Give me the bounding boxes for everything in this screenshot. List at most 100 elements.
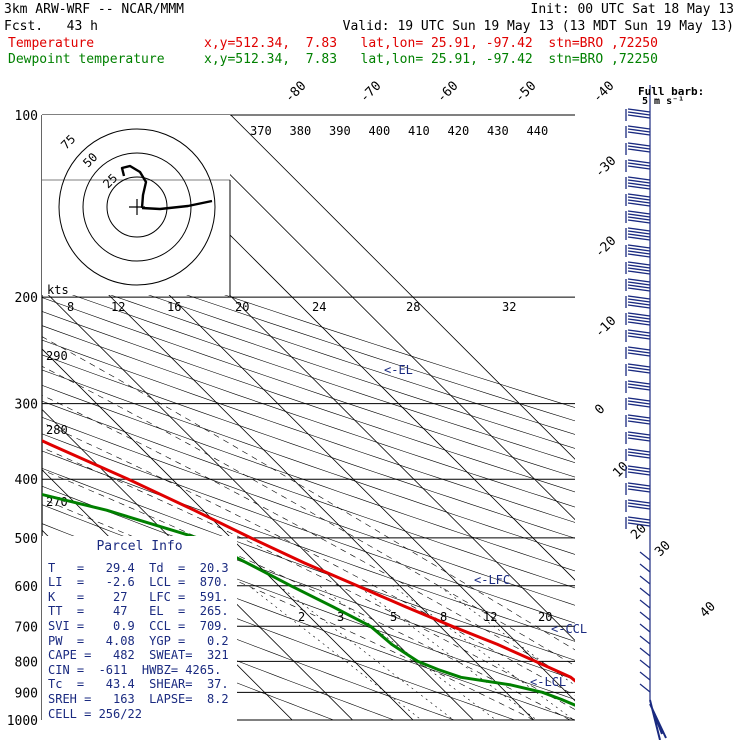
wind-barb-feather [627, 298, 651, 303]
mixing-ratio-label: 12 [483, 610, 497, 624]
parcel-info-row: PW = 4.08 YGP = 0.2 [48, 633, 229, 648]
wind-barb-feather [627, 451, 651, 456]
isotherm-label: -70 [357, 79, 384, 106]
isotherm-label: -50 [512, 79, 539, 106]
parcel-info-row: SVI = 0.9 CCL = 709. [48, 618, 229, 633]
wind-barb-feather [627, 519, 651, 524]
pressure-label: 100 [15, 109, 38, 124]
isotherm-label: -80 [282, 79, 309, 106]
parcel-info-row: CIN = -611 HWBZ= 4265. [48, 662, 222, 677]
mixing-ratio-label: 5 [390, 610, 397, 624]
forecast-hour: Fcst. 43 h [4, 19, 98, 34]
wind-barb-feather [639, 611, 651, 621]
wind-barb-feather [627, 485, 651, 490]
mixing-ratio-label: 20 [235, 300, 249, 314]
wind-barb-feather [627, 182, 651, 187]
wind-barb-feather [627, 142, 651, 147]
level-annotation: <-EL [384, 363, 413, 377]
theta-label-left: 280 [46, 423, 68, 437]
wind-barb-feather [639, 575, 651, 585]
wind-barb-feather [627, 505, 651, 510]
hodograph-units: kts [47, 283, 69, 297]
hodograph-trace [120, 164, 213, 211]
wind-barb-feather [627, 304, 651, 309]
wind-barb-feather [627, 108, 651, 113]
isotherm-label: -60 [434, 79, 461, 106]
dry-adiabat [42, 232, 575, 408]
parcel-info-row: T = 29.4 Td = 20.3 [48, 560, 229, 575]
wind-barb-feather [627, 522, 651, 527]
theta-label-left: 290 [46, 349, 68, 363]
mixing-ratio-line [278, 585, 455, 720]
mixing-ratio-label: 3 [337, 610, 344, 624]
wind-barb-feather [627, 315, 651, 320]
wind-barb-feather [627, 454, 651, 459]
wind-barb-feather [627, 230, 651, 235]
pressure-label: 600 [15, 580, 38, 595]
isotherm-line [42, 227, 535, 720]
wind-barb-feather [627, 216, 651, 221]
wind-barb-feather [627, 281, 651, 286]
wind-barb-feather [627, 253, 651, 258]
dry-adiabat [42, 257, 575, 435]
wind-barb-feather [627, 219, 651, 224]
theta-label: 440 [527, 124, 549, 138]
isotherm-label: -40 [590, 79, 617, 106]
parcel-info-row: CAPE = 482 SWEAT= 321 [48, 648, 229, 663]
wind-barb-feather [627, 236, 651, 241]
dry-adiabat [42, 311, 575, 493]
wind-barb-feather [627, 233, 651, 238]
isotherm-label: 40 [697, 599, 719, 621]
mixing-ratio-label: 24 [312, 300, 326, 314]
wind-barb-feather [627, 383, 651, 388]
isotherm-line [230, 115, 575, 460]
wind-barb-feather [627, 227, 651, 232]
dry-adiabat [42, 400, 575, 589]
wind-barb-feather [627, 125, 651, 130]
pressure-label: 500 [15, 532, 38, 547]
wind-barb-feather [639, 587, 651, 597]
wind-barb-feather [627, 400, 651, 405]
parcel-info-row: SREH = 163 LAPSE= 8.2 [48, 691, 229, 706]
wind-barb-feather [627, 403, 651, 408]
mixing-ratio-label: 28 [406, 300, 420, 314]
wind-barb-feather [627, 349, 651, 354]
mixing-ratio-label: 32 [502, 300, 516, 314]
wind-barb-feather [627, 179, 651, 184]
wind-barb-feather [627, 516, 651, 521]
wind-barb-feather [627, 148, 651, 153]
model-title: 3km ARW-WRF -- NCAR/MMM [4, 2, 185, 17]
isotherm-label: -20 [592, 234, 619, 261]
isotherm-line [0, 115, 3, 733]
wind-barb-feather [639, 683, 651, 693]
wind-barb-feather [627, 488, 651, 493]
mixing-ratio-label: 16 [167, 300, 181, 314]
mixing-ratio-label: 8 [440, 610, 447, 624]
wind-barb-feather [627, 270, 651, 275]
mixing-ratio-line [318, 585, 497, 720]
wind-barb-feather [627, 321, 651, 326]
isotherm-line [42, 348, 414, 720]
isotherm-label: -30 [592, 154, 619, 181]
wind-barb-feather [627, 363, 651, 368]
wind-barb-feather [627, 499, 651, 504]
level-annotation: <-LCL [530, 675, 566, 689]
wind-barb-feather [627, 287, 651, 292]
mixing-ratio-label: 2 [298, 610, 305, 624]
wind-barb-feather [627, 165, 651, 170]
wind-barb-feather [627, 366, 651, 371]
wind-barb-feather [627, 278, 651, 283]
wind-barb-cluster [649, 699, 667, 740]
pressure-label: 300 [15, 398, 38, 413]
temperature-profile [42, 439, 575, 683]
barb-legend-line2: 5 m s⁻¹ [642, 96, 684, 107]
wind-barb-feather [639, 599, 651, 609]
wind-barb-feather [627, 193, 651, 198]
wind-barb-feather [639, 671, 651, 681]
isotherm-line [42, 288, 474, 720]
wind-barb-feather [627, 111, 651, 116]
wind-barb-feather [627, 295, 651, 300]
theta-label: 380 [290, 124, 312, 138]
mixing-ratio-line [357, 585, 538, 720]
mixing-ratio-label: 8 [67, 300, 74, 314]
